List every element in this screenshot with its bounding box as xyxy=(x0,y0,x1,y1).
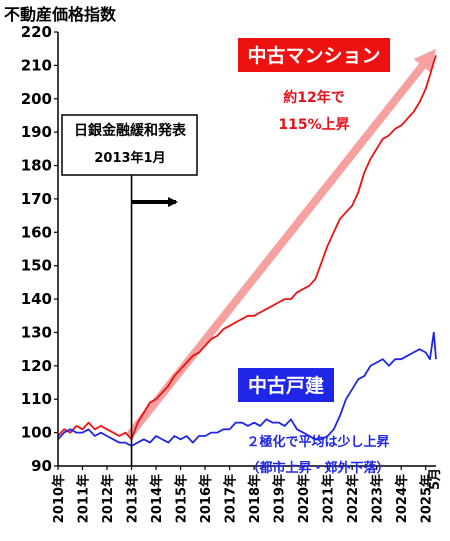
y-tick-label: 140 xyxy=(21,290,52,308)
y-tick-label: 110 xyxy=(21,390,52,408)
x-tick-label: 2022年 xyxy=(345,474,361,523)
y-tick-label: 160 xyxy=(21,223,52,241)
x-axis-ticks: 2010年 2011年 2012年 2013年 2014年 2015年 2016年 2017年… xyxy=(51,466,435,523)
condo-note-1: 約12年で xyxy=(283,89,344,106)
y-tick-label: 120 xyxy=(21,357,52,375)
x-tick-label: 2020年 xyxy=(296,474,312,523)
series-layer xyxy=(57,55,437,447)
x-tick-label: 2019年 xyxy=(272,474,288,523)
house-label: 中古戸建 xyxy=(248,374,324,397)
boj-box xyxy=(61,114,198,176)
y-tick-label: 130 xyxy=(21,323,52,341)
house-note-1: ２極化で平均は少し上昇 xyxy=(246,434,389,450)
boj-announcement-marker: 日銀金融緩和発表 2013年1月 xyxy=(61,114,198,466)
trend-arrow-shaft xyxy=(127,61,427,437)
y-tick-label: 90 xyxy=(31,457,52,475)
condo-series-line xyxy=(57,55,437,441)
x-tick-label: 2023年 xyxy=(370,474,386,523)
x-tick-label: 2024年 xyxy=(394,474,410,523)
house-label-box xyxy=(238,368,334,402)
condo-label-box xyxy=(238,38,390,72)
y-axis-ticks: 90 100 110 120 130 140 150 160 170 180 190 200 210 22… xyxy=(21,23,58,475)
x-tick-label: 2010年 xyxy=(51,474,67,523)
x-tick-label: 2021年 xyxy=(321,474,337,523)
boj-box-line-2: 2013年1月 xyxy=(94,150,165,166)
x-tick-label: 2018年 xyxy=(247,474,263,523)
house-note-2: （都市上昇・郊外下落） xyxy=(246,460,389,476)
y-tick-label: 220 xyxy=(21,23,52,41)
y-tick-label: 200 xyxy=(21,90,52,108)
x-tick-label: 2013年 xyxy=(125,474,141,523)
x-tick-label: 2015年 xyxy=(174,474,190,523)
y-tick-label: 210 xyxy=(21,56,52,74)
y-tick-label: 180 xyxy=(21,157,52,175)
condo-note-2: 115%上昇 xyxy=(278,117,349,133)
x-tick-label: 2011年 xyxy=(76,474,92,523)
y-tick-label: 150 xyxy=(21,257,52,275)
x-tick-label: 2016年 xyxy=(198,474,214,523)
trend-arrow xyxy=(127,48,436,437)
y-tick-label: 170 xyxy=(21,190,52,208)
x-end-label: 5月 xyxy=(428,468,443,490)
boj-box-line-1: 日銀金融緩和発表 xyxy=(74,122,187,139)
x-tick-label: 2014年 xyxy=(149,474,165,523)
x-tick-label: 2012年 xyxy=(100,474,116,523)
condo-label: 中古マンション xyxy=(247,44,380,67)
x-tick-label: 2025年 xyxy=(419,474,435,523)
trend-arrow-head xyxy=(413,48,436,73)
x-tick-label: 2017年 xyxy=(223,474,239,523)
y-tick-label: 190 xyxy=(21,123,52,141)
chart-title: 不動産価格指数 xyxy=(4,5,117,24)
house-series-line xyxy=(57,331,437,447)
y-tick-label: 100 xyxy=(21,424,52,442)
